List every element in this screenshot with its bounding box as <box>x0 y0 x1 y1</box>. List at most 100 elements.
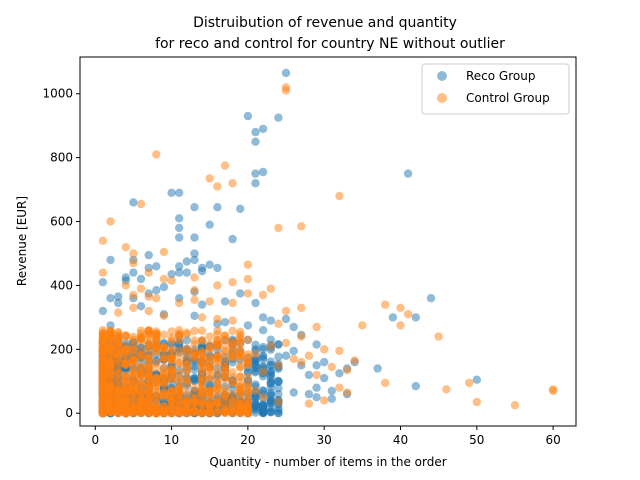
control-point <box>136 381 146 390</box>
control-point <box>548 386 558 396</box>
control-point <box>205 386 214 396</box>
x-tick-label: 30 <box>317 433 332 447</box>
control-point <box>190 326 199 336</box>
control-point <box>136 389 146 399</box>
control-point <box>106 363 115 372</box>
control-point <box>98 386 108 395</box>
control-point <box>236 384 245 393</box>
reco-point <box>312 383 321 392</box>
reco-point <box>274 384 283 393</box>
control-point <box>175 368 184 377</box>
control-point <box>197 375 207 384</box>
control-point <box>213 335 222 345</box>
reco-point <box>175 262 184 271</box>
reco-point <box>411 381 420 391</box>
control-point <box>167 345 176 354</box>
control-point <box>106 372 115 381</box>
control-point <box>228 179 237 188</box>
control-point <box>228 396 237 405</box>
control-point <box>144 306 153 316</box>
control-point <box>144 292 153 301</box>
control-point <box>121 345 130 355</box>
control-point <box>281 338 291 348</box>
reco-point <box>167 188 176 197</box>
y-axis-ticks: 0 200 400 600 800 1000 <box>42 87 80 420</box>
control-point <box>190 398 199 407</box>
control-point <box>152 393 161 402</box>
control-point <box>175 386 184 395</box>
control-point <box>258 290 268 300</box>
control-point <box>167 364 176 373</box>
control-point <box>228 407 237 416</box>
reco-point <box>327 394 336 403</box>
control-point <box>320 396 329 405</box>
control-point <box>114 349 123 358</box>
reco-point <box>144 250 153 260</box>
control-point <box>175 352 184 361</box>
reco-point <box>251 356 260 365</box>
x-tick-label: 50 <box>469 433 484 447</box>
reco-point <box>312 340 321 349</box>
control-point <box>144 371 153 380</box>
reco-point <box>426 294 436 303</box>
reco-point <box>274 377 283 386</box>
reco-point <box>472 375 481 384</box>
reco-point <box>220 318 230 327</box>
control-point <box>129 290 138 300</box>
control-point <box>106 380 115 389</box>
data-points <box>98 68 558 418</box>
reco-point <box>258 167 268 177</box>
control-point <box>144 353 153 362</box>
control-point <box>236 404 245 413</box>
control-point <box>274 319 283 328</box>
control-point <box>251 386 260 396</box>
control-point <box>205 174 214 183</box>
control-point <box>220 341 230 350</box>
chart-title-line-2: for reco and control for country NE with… <box>155 36 505 52</box>
control-point <box>167 327 176 336</box>
control-point <box>312 370 321 380</box>
reco-point <box>190 311 199 320</box>
control-point <box>381 378 390 388</box>
control-point <box>205 344 214 353</box>
control-point <box>197 407 207 416</box>
reco-point <box>274 340 283 349</box>
control-point <box>98 377 108 386</box>
control-point <box>396 303 405 312</box>
y-tick-label: 200 <box>50 342 73 356</box>
reco-point <box>266 316 275 325</box>
control-point <box>274 361 283 370</box>
reco-point <box>197 266 207 276</box>
control-point <box>213 314 222 324</box>
control-point <box>220 384 230 393</box>
control-point <box>121 395 130 404</box>
reco-point <box>205 220 214 229</box>
control-point <box>144 362 153 371</box>
control-point <box>190 286 199 295</box>
control-point <box>106 327 115 336</box>
reco-point <box>190 203 199 212</box>
reco-point <box>258 313 268 322</box>
reco-point <box>205 260 214 269</box>
control-point <box>152 341 161 351</box>
control-point <box>152 408 161 418</box>
control-point <box>228 298 237 308</box>
control-point <box>129 370 138 380</box>
reco-point <box>98 278 108 287</box>
control-point <box>228 378 237 387</box>
control-point <box>243 379 253 388</box>
control-point <box>136 284 146 293</box>
control-point <box>213 373 222 383</box>
reco-point <box>182 268 191 277</box>
control-point <box>175 359 184 368</box>
control-point <box>220 331 230 340</box>
y-tick-label: 0 <box>65 406 73 420</box>
y-tick-label: 600 <box>50 215 73 229</box>
reco-point <box>251 401 260 410</box>
control-point <box>197 336 207 345</box>
control-point <box>190 354 199 363</box>
control-point <box>251 349 260 359</box>
reco-point <box>327 386 336 396</box>
reco-point <box>320 357 329 367</box>
control-point <box>442 385 451 394</box>
